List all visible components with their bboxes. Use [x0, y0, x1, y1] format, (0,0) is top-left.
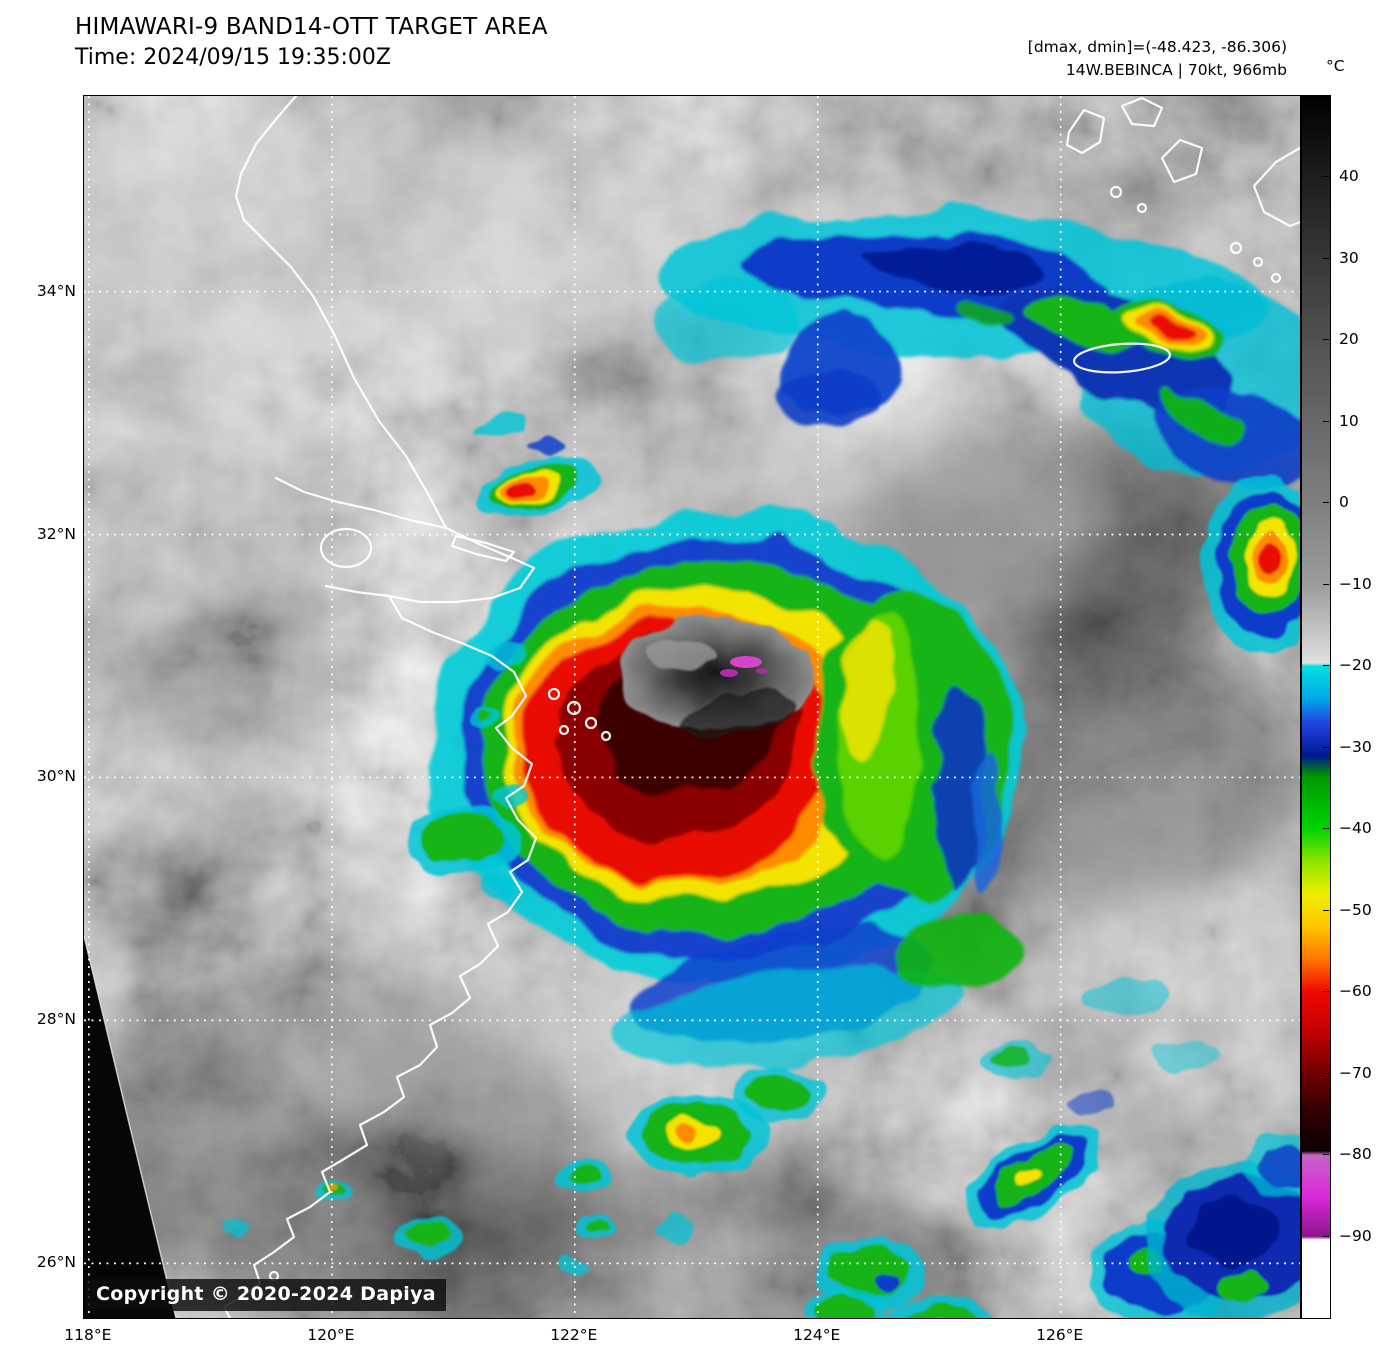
colorbar-tick-label: 30 — [1339, 248, 1359, 267]
figure-time: Time: 2024/09/15 19:35:00Z — [75, 45, 391, 70]
storm-readout: 14W.BEBINCA | 70kt, 966mb — [1065, 61, 1287, 80]
title-block: HIMAWARI-9 BAND14-OTT TARGET AREA Time: … — [75, 14, 548, 70]
lon-tick-label: 118°E — [64, 1326, 112, 1344]
lon-tick-label: 126°E — [1036, 1326, 1084, 1344]
satellite-image — [84, 96, 1300, 1318]
colorbar-gradient — [1301, 95, 1331, 1319]
lat-tick-label: 26°N — [36, 1253, 76, 1272]
gridlines — [84, 96, 1300, 1318]
typhoon-eye-region — [618, 619, 814, 737]
colorbar-tick-label: −10 — [1339, 574, 1372, 593]
dmax-dmin-readout: [dmax, dmin]=(-48.423, -86.306) — [1027, 38, 1287, 56]
coastline — [222, 96, 1300, 1318]
colorbar-tick-label: −20 — [1339, 656, 1372, 675]
scattered-cells — [223, 413, 1300, 1318]
overshooting-tops — [720, 656, 768, 677]
satellite-map: Copyright © 2020-2024 Dapiya — [83, 95, 1301, 1319]
figure-title: HIMAWARI-9 BAND14-OTT TARGET AREA — [75, 14, 548, 40]
lat-tick-label: 32°N — [36, 524, 76, 543]
colorbar-tick-label: −40 — [1339, 819, 1372, 838]
colorbar-tick-label: 10 — [1339, 411, 1359, 430]
colorbar-tick-label: −90 — [1339, 1226, 1372, 1245]
colorbar-tick-label: 20 — [1339, 330, 1359, 349]
lon-tick-label: 120°E — [307, 1326, 355, 1344]
colorbar-tick-label: −30 — [1339, 737, 1372, 756]
northern-cloud-band — [654, 211, 1300, 481]
colorbar-unit: °C — [1326, 57, 1345, 75]
colorbar-tick-label: −50 — [1339, 900, 1372, 919]
lat-tick-label: 30°N — [36, 767, 76, 786]
lat-tick-label: 28°N — [36, 1010, 76, 1029]
northwest-cell — [475, 458, 597, 518]
colorbar-tick-label: 40 — [1339, 167, 1359, 186]
copyright-badge: Copyright © 2020-2024 Dapiya — [86, 1279, 446, 1311]
scan-edge-wedge — [84, 935, 177, 1318]
colorbar-tick-label: −60 — [1339, 982, 1372, 1001]
lon-tick-label: 122°E — [550, 1326, 598, 1344]
lat-tick-label: 34°N — [36, 281, 76, 300]
lon-tick-label: 124°E — [793, 1326, 841, 1344]
meta-block: [dmax, dmin]=(-48.423, -86.306) 14W.BEBI… — [1028, 36, 1287, 83]
colorbar-tick-label: −80 — [1339, 1145, 1372, 1164]
colorbar-tick-label: 0 — [1339, 493, 1349, 512]
colorbar-tick-label: −70 — [1339, 1063, 1372, 1082]
